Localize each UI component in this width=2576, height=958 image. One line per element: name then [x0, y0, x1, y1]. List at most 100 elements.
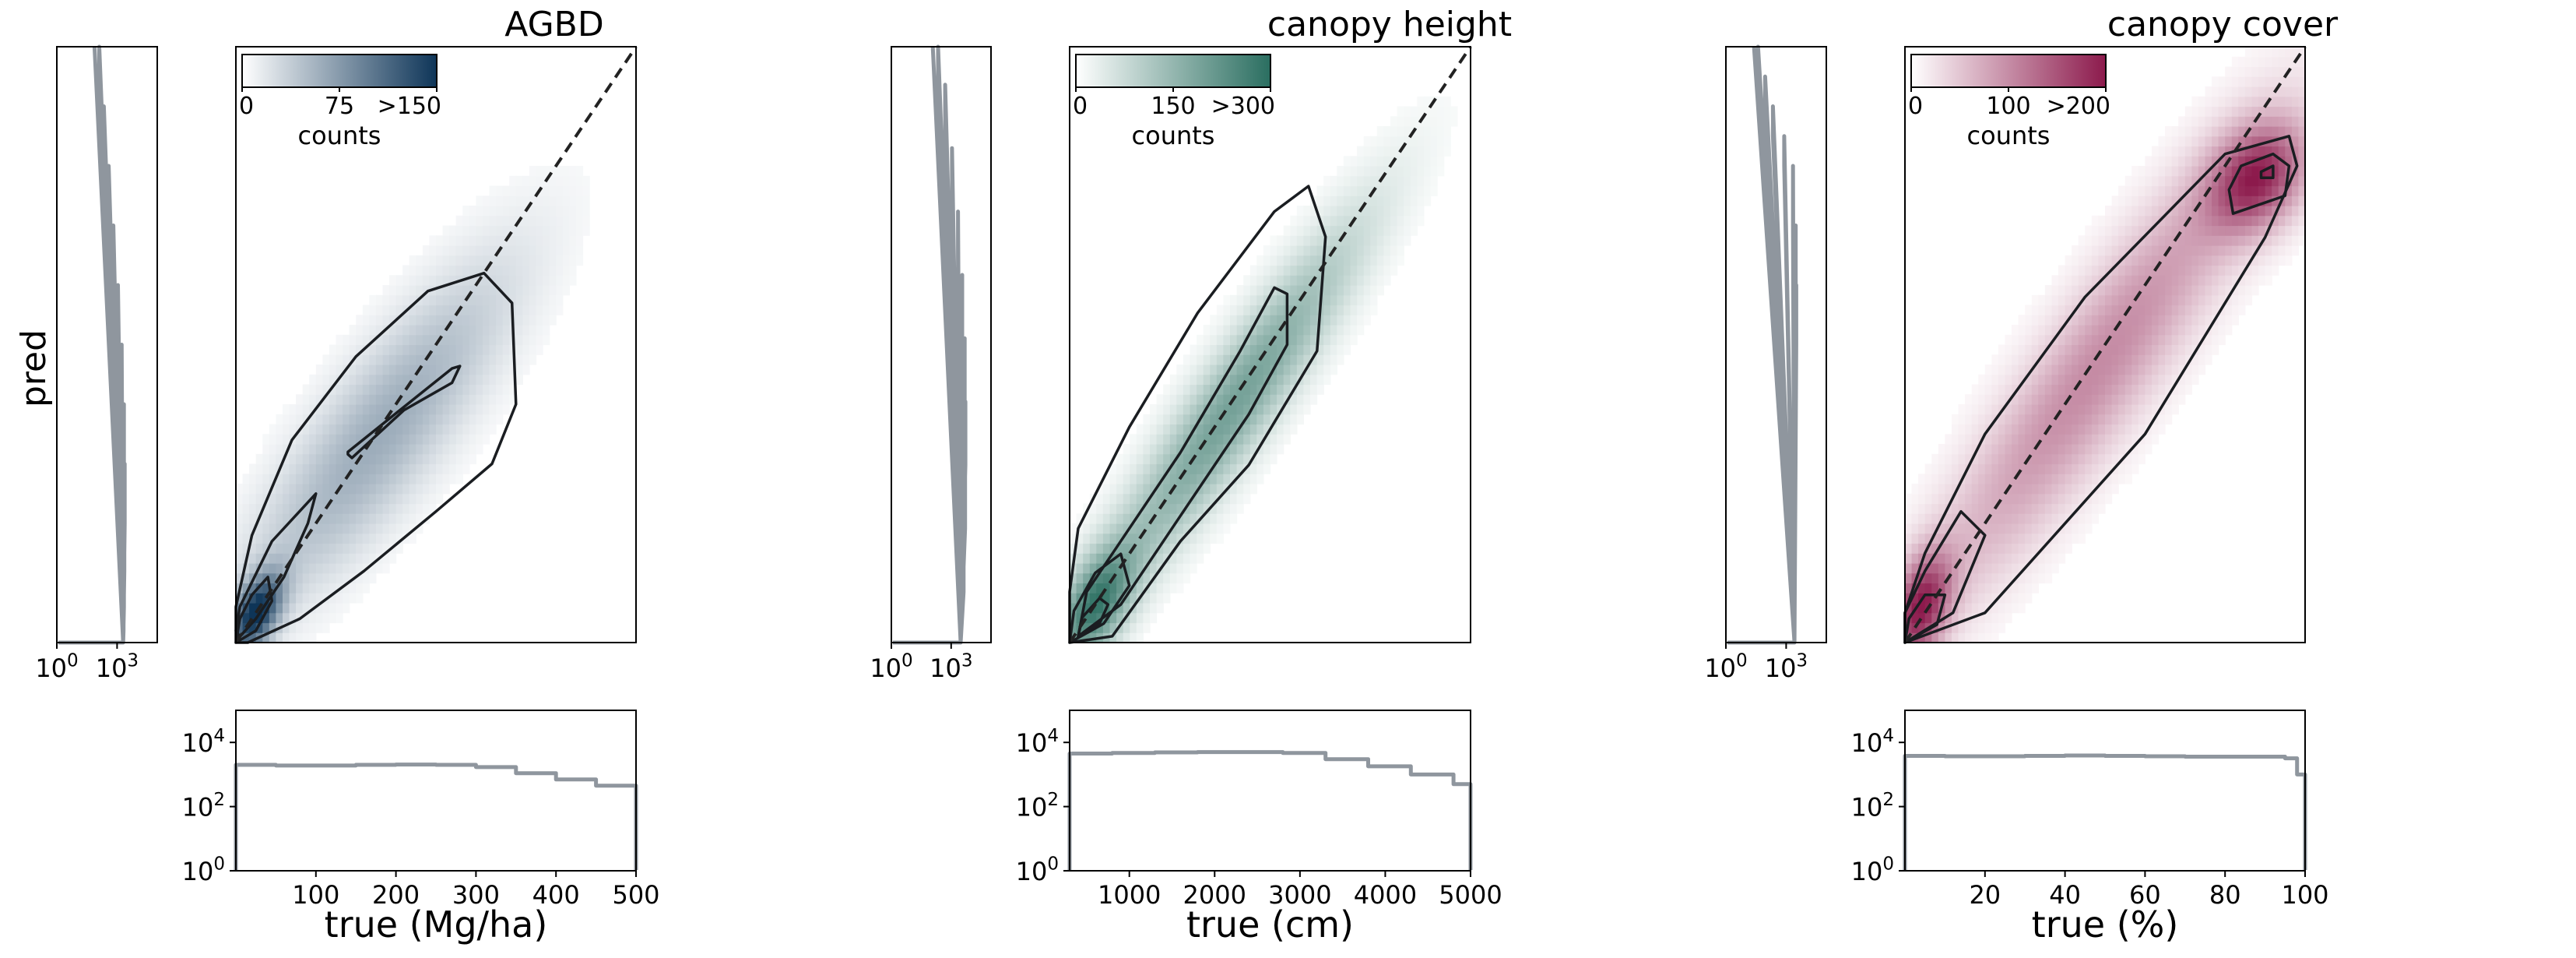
heatmap-cell	[1337, 166, 1344, 177]
heatmap-cell	[2171, 245, 2179, 256]
heatmap-cell	[1296, 215, 1304, 227]
heatmap-cell	[1290, 334, 1298, 346]
heatmap-cell	[442, 294, 450, 306]
heatmap-cell	[2025, 523, 2033, 534]
heatmap-cell	[1357, 225, 1365, 236]
heatmap-cell	[1323, 175, 1331, 187]
heatmap-cell	[262, 533, 270, 544]
heatmap-cell	[2184, 265, 2192, 276]
heatmap-cell	[2171, 344, 2179, 355]
heatmap-cell	[375, 453, 384, 465]
heatmap-cell	[315, 434, 323, 445]
heatmap-cell	[515, 365, 523, 375]
heatmap-cell	[1404, 146, 1411, 157]
heatmap-cell	[2278, 66, 2286, 77]
heatmap-cell	[1163, 394, 1171, 405]
heatmap-cell	[2238, 166, 2246, 177]
heatmap-cell	[1924, 593, 1932, 604]
heatmap-cell	[2031, 453, 2039, 465]
heatmap-cell	[2012, 583, 2019, 593]
heatmap-cell	[369, 344, 377, 355]
heatmap-cell	[1290, 424, 1298, 435]
heatmap-cell	[2005, 404, 2012, 415]
heatmap-cell	[402, 285, 410, 296]
heatmap-cell	[1343, 325, 1351, 336]
heatmap-cell	[1437, 106, 1445, 117]
heatmap-cell	[2238, 66, 2246, 77]
heatmap-cell	[2118, 354, 2126, 365]
heatmap-cell	[1310, 255, 1318, 266]
heatmap-cell	[2184, 225, 2192, 236]
heatmap-cell	[289, 493, 297, 505]
density-contour-4	[1903, 593, 1947, 644]
heatmap-cell	[1370, 136, 1378, 147]
heatmap-cell	[1423, 116, 1432, 127]
heatmap-cell	[1397, 206, 1404, 217]
heatmap-cell	[2258, 156, 2266, 167]
heatmap-cell	[1938, 493, 1945, 505]
heatmap-cell	[449, 424, 457, 435]
heatmap-cell	[382, 553, 390, 564]
heatmap-cell	[1243, 444, 1251, 455]
heatmap-cell	[1223, 334, 1231, 346]
heatmap-cell	[416, 354, 423, 365]
heatmap-cell	[2272, 116, 2279, 127]
heatmap-cell	[2072, 315, 2079, 326]
heatmap-cell	[1176, 572, 1184, 584]
heatmap-cell	[375, 325, 384, 336]
heatmap-cell	[2138, 175, 2145, 187]
heatmap-cell	[2158, 215, 2166, 227]
heatmap-cell	[382, 315, 390, 326]
heatmap-cell	[502, 206, 510, 217]
heatmap-cell	[1176, 374, 1184, 386]
heatmap-cell	[1290, 235, 1298, 246]
heatmap-cell	[296, 404, 304, 415]
heatmap-cell	[1437, 146, 1445, 157]
heatmap-cell	[455, 285, 463, 296]
heatmap-cell	[1978, 404, 1986, 415]
heatmap-cell	[2158, 245, 2166, 256]
heatmap-cell	[2212, 285, 2219, 296]
heatmap-cell	[322, 612, 330, 624]
heatmap-cell	[1450, 106, 1458, 117]
heatmap-cell	[469, 215, 476, 227]
heatmap-cell	[1323, 294, 1331, 306]
heatmap-cell	[1116, 572, 1124, 584]
heatmap-cell	[2031, 463, 2039, 474]
marginal-x-ytick-label: 102	[1851, 790, 1894, 822]
heatmap-cell	[1283, 354, 1291, 365]
heatmap-cell	[429, 294, 437, 306]
heatmap-cell	[1296, 354, 1304, 365]
heatmap-cell	[1938, 523, 1945, 534]
heatmap-cell	[1150, 603, 1158, 614]
heatmap-cell	[2225, 106, 2233, 117]
heatmap-cell	[1089, 593, 1097, 604]
identity-line	[1903, 45, 2307, 644]
heatmap-cell	[442, 255, 450, 266]
heatmap-cell	[302, 632, 310, 643]
heatmap-cell	[1363, 166, 1371, 177]
heatmap-cell	[2031, 533, 2039, 544]
heatmap-cell	[469, 225, 476, 236]
heatmap-cell	[336, 365, 343, 375]
heatmap-cell	[269, 553, 276, 564]
heatmap-cell	[2118, 344, 2126, 355]
heatmap-cell	[1216, 444, 1224, 455]
heatmap-cell	[2005, 334, 2012, 346]
heatmap-cell	[309, 453, 317, 465]
heatmap-cell	[1924, 632, 1932, 643]
heatmap-cell	[1337, 245, 1344, 256]
heatmap-cell	[1310, 354, 1318, 365]
heatmap-cell	[2085, 225, 2093, 236]
heatmap-cell	[2131, 325, 2139, 336]
heatmap-cell	[1176, 553, 1184, 564]
heatmap-cell	[2178, 215, 2186, 227]
heatmap-cell	[1130, 453, 1137, 465]
heatmap-cell	[442, 344, 450, 355]
heatmap-cell	[2152, 434, 2160, 445]
heatmap-cell	[2258, 206, 2266, 217]
heatmap-cell	[2244, 156, 2253, 167]
heatmap-cell	[2124, 315, 2132, 326]
heatmap-cell	[2165, 275, 2173, 286]
heatmap-cell	[1223, 305, 1231, 315]
